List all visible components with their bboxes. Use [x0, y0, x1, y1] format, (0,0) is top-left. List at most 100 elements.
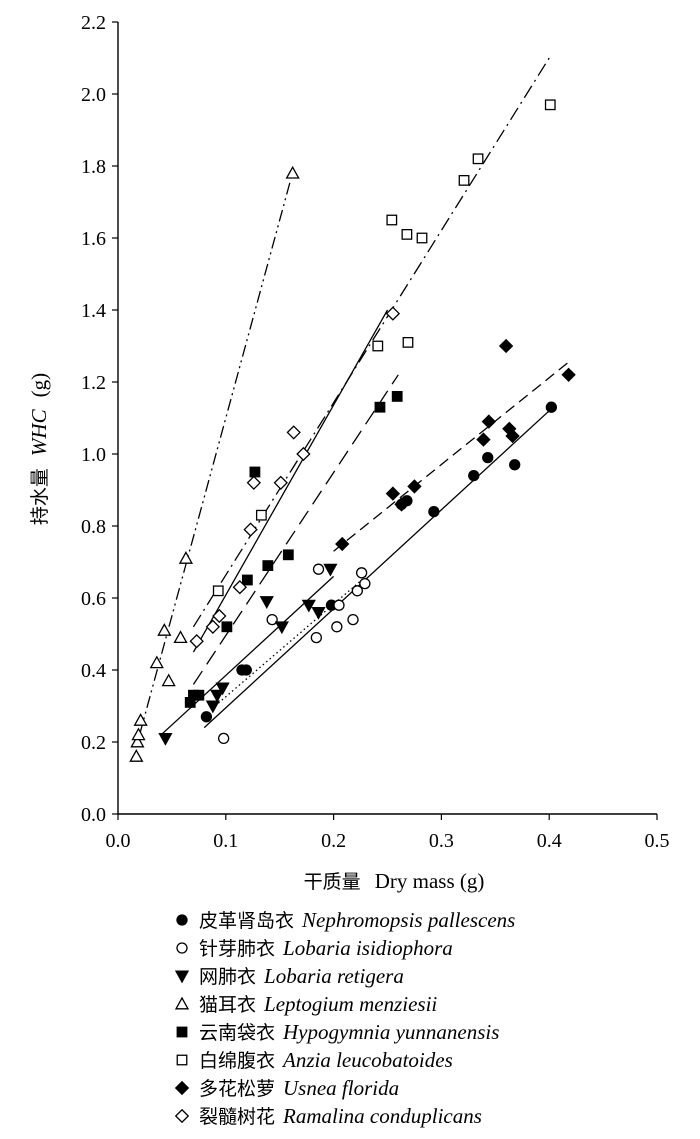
legend-label: 皮革肾岛衣 Nephromopsis pallescens — [199, 908, 515, 932]
data-point — [323, 563, 338, 577]
legend-item-8: 裂髓树花 Ramalina conduplicans — [174, 1104, 482, 1128]
data-point — [394, 497, 409, 512]
legend-label: 云南袋衣 Hypogymnia yunnanensis — [199, 1020, 499, 1044]
fit-line-6 — [192, 57, 550, 628]
data-point — [133, 713, 148, 726]
data-point — [161, 673, 176, 687]
data-point — [296, 446, 311, 462]
data-point — [331, 621, 343, 633]
legend-item-3: 网肺衣 Lobaria retigera — [174, 964, 404, 988]
series-6-points — [212, 99, 556, 597]
x-tick-label: 0.3 — [429, 830, 454, 852]
fit-line-4 — [138, 180, 292, 735]
series-4-points — [129, 165, 300, 762]
legend-label-sci: Nephromopsis pallescens — [301, 908, 515, 932]
data-point — [372, 340, 384, 352]
data-point — [407, 479, 422, 494]
data-point — [217, 732, 230, 745]
legend-item-4: 猫耳衣 Leptogium menziesii — [174, 992, 437, 1016]
legend-label: 针芽肺衣 Lobaria isidiophora — [199, 936, 453, 960]
legend-label-sci: Hypogymnia yunnanensis — [282, 1020, 499, 1044]
legend-label: 多花松萝 Usnea florida — [199, 1076, 399, 1100]
legend-label-sci: Ramalina conduplicans — [282, 1104, 482, 1128]
legend-label-cn: 多花松萝 — [199, 1078, 275, 1100]
data-point — [385, 486, 401, 501]
x-tick-label: 0.5 — [645, 830, 670, 852]
data-point — [241, 574, 253, 586]
data-point — [481, 414, 497, 429]
legend-label-sci: Lobaria isidiophora — [282, 936, 453, 960]
data-point — [189, 634, 204, 649]
data-point — [498, 338, 514, 354]
data-point — [402, 336, 414, 348]
legend-label-sci: Lobaria retigera — [263, 964, 404, 988]
data-point — [259, 596, 274, 609]
data-point — [545, 401, 558, 413]
data-point — [193, 689, 205, 701]
data-point — [505, 428, 520, 444]
y-tick-label: 1.6 — [81, 228, 106, 250]
data-point — [385, 306, 401, 321]
data-point — [149, 655, 164, 669]
data-point — [212, 585, 224, 597]
data-point — [301, 599, 316, 613]
legend-label-cn: 猫耳衣 — [199, 994, 256, 1016]
legend-label-cn: 云南袋衣 — [199, 1022, 275, 1044]
fit-line-1 — [203, 410, 550, 729]
data-point — [509, 459, 521, 471]
y-axis-title-unit: (g) — [27, 373, 51, 398]
x-axis-title: 干质量 Dry mass (g) — [304, 869, 485, 893]
y-tick-label: 1.4 — [81, 300, 106, 322]
data-point — [205, 700, 220, 714]
data-point — [359, 577, 371, 590]
legend-marker — [174, 1080, 190, 1096]
data-markers — [129, 99, 576, 762]
series-3-points — [158, 563, 338, 746]
data-point — [416, 232, 428, 244]
data-point — [285, 165, 300, 179]
x-axis-title-en: Dry mass (g) — [375, 869, 485, 893]
legend-item-1: 皮革肾岛衣 Nephromopsis pallescens — [176, 908, 515, 932]
legend-label-cn: 裂髓树花 — [199, 1106, 275, 1128]
legend-marker — [174, 970, 190, 984]
x-axis-title-cn: 干质量 — [304, 871, 361, 893]
data-point — [333, 599, 345, 611]
legend-label-sci: Anzia leucobatoides — [281, 1048, 453, 1072]
legend-label-cn: 皮革肾岛衣 — [199, 910, 294, 932]
x-tick-label: 0.1 — [213, 830, 238, 852]
data-point — [374, 401, 386, 413]
legend-item-2: 针芽肺衣 Lobaria isidiophora — [176, 936, 453, 960]
fit-line-2 — [214, 575, 367, 707]
data-point — [232, 580, 247, 595]
data-point — [130, 734, 145, 748]
data-point — [468, 469, 480, 482]
data-point — [240, 664, 252, 676]
data-point — [335, 536, 350, 552]
data-point — [266, 613, 278, 626]
data-point — [347, 613, 359, 626]
data-point — [212, 608, 227, 624]
legend-marker — [176, 1026, 188, 1038]
y-tick-label: 2.2 — [81, 12, 106, 34]
data-point — [391, 390, 403, 402]
legend-label-cn: 网肺衣 — [199, 966, 256, 988]
y-axis-title-cn: 持水量 — [29, 468, 51, 525]
fit-line-7 — [333, 359, 572, 552]
data-point — [310, 631, 323, 644]
fit-line-5 — [192, 374, 399, 685]
data-point — [311, 606, 326, 620]
data-point — [131, 727, 146, 741]
data-point — [351, 585, 363, 597]
fit-lines — [138, 57, 572, 736]
data-point — [476, 432, 491, 447]
data-point — [205, 619, 221, 634]
y-tick-label: 0.6 — [81, 588, 106, 610]
data-point — [158, 732, 173, 746]
data-point — [401, 228, 413, 240]
legend-marker — [176, 1054, 188, 1066]
x-tick-label: 0.4 — [537, 830, 562, 852]
legend-marker — [176, 914, 188, 926]
y-tick-label: 2.0 — [81, 84, 106, 106]
legend-label-sci: Leptogium menziesii — [263, 992, 437, 1016]
